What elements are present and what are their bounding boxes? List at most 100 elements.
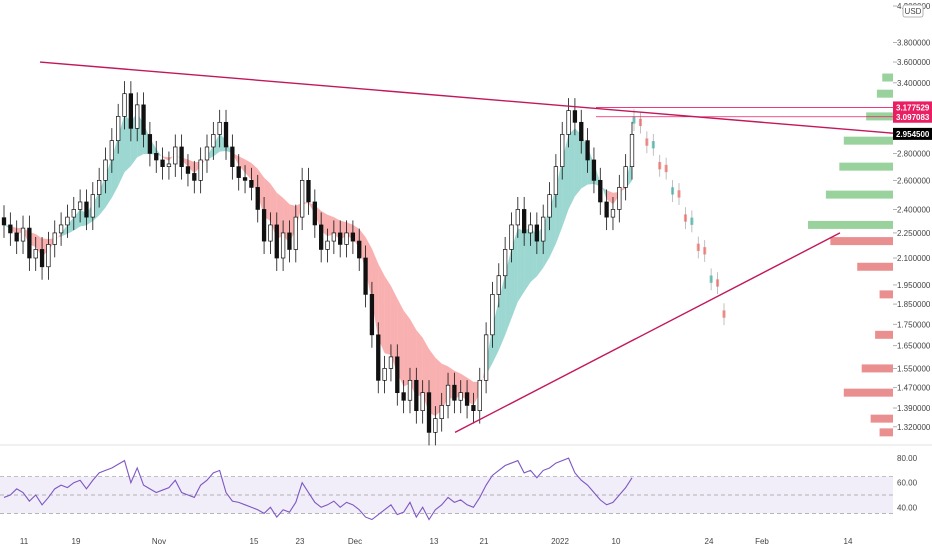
candle-body [629, 134, 635, 167]
projection-body [683, 214, 687, 222]
candle [90, 182, 95, 231]
resistance-trendline [39, 61, 894, 134]
volume-profile-bar [830, 237, 893, 246]
candle [128, 81, 134, 142]
candle [604, 189, 609, 231]
candle-body [426, 392, 432, 433]
candle-body [585, 140, 590, 161]
candle [135, 92, 140, 142]
candle [477, 367, 482, 424]
ribbon-segment [245, 159, 252, 180]
rsi-tick-label: 80.00 [897, 454, 918, 463]
candle [528, 212, 533, 246]
candle-body [8, 224, 13, 234]
candle [306, 167, 311, 215]
candle-body [293, 216, 298, 250]
date-tick-label: Nov [152, 537, 166, 546]
candle-body [610, 209, 616, 218]
price-tick-label: 2.250000 [897, 229, 931, 238]
candle [217, 109, 222, 148]
candle [579, 109, 584, 154]
candle [71, 196, 76, 231]
candle [97, 167, 102, 208]
candle [52, 220, 57, 258]
price-badge-bg [893, 110, 932, 123]
candle [319, 212, 324, 263]
ribbon-segment [568, 128, 575, 210]
candle [1, 205, 7, 238]
candle [490, 281, 495, 348]
candle-body [338, 232, 343, 245]
ribbon-segment [238, 156, 246, 173]
ribbon-segment [327, 214, 334, 237]
candle-body [541, 216, 546, 242]
candle-body [522, 209, 527, 234]
candle-body [591, 159, 597, 181]
candle [522, 196, 527, 246]
candle [496, 263, 501, 308]
ribbon-segment [213, 133, 220, 157]
candle [464, 380, 470, 419]
candle-body [471, 405, 476, 412]
candle [166, 151, 172, 180]
candle-body [420, 392, 425, 412]
candle [445, 372, 451, 419]
candle [147, 121, 153, 167]
candle [39, 236, 45, 280]
candle-body [528, 224, 533, 234]
date-tick-label: Dec [348, 537, 362, 546]
projection-body [671, 187, 675, 195]
projection-body [703, 247, 707, 255]
ribbon-segment [511, 228, 518, 319]
candle-body [103, 159, 108, 181]
price-badge-bg [893, 127, 932, 140]
candle-body [464, 392, 470, 406]
candle [338, 220, 343, 258]
candle-body [376, 334, 381, 381]
candle [198, 147, 203, 194]
candle [185, 154, 191, 187]
projection-body [709, 275, 713, 283]
ribbon-segment [606, 190, 613, 205]
candle [103, 147, 108, 194]
candle-body [135, 104, 140, 129]
candle-body [128, 93, 134, 129]
date-tick-label: 15 [250, 537, 259, 546]
ribbon-segment [574, 128, 582, 197]
candle-body [344, 232, 349, 245]
candle [388, 344, 394, 382]
candle [122, 81, 127, 130]
candle [433, 406, 438, 446]
candle-body [560, 134, 565, 167]
candle-body [357, 240, 362, 259]
candle [617, 174, 622, 223]
candle [426, 380, 432, 446]
candle-body [14, 232, 19, 242]
candle [369, 281, 375, 348]
price-axis: 4.2000003.8000003.6000003.4000002.800000… [893, 2, 931, 432]
ribbon-segment [105, 157, 112, 208]
volume-profile-bar [879, 428, 893, 437]
candle [502, 236, 508, 289]
candle [395, 344, 400, 406]
candle-body [261, 209, 267, 242]
candle-body [249, 180, 254, 188]
volume-profile-bar [843, 388, 893, 397]
candle-body [433, 418, 438, 433]
candle-body [299, 180, 305, 218]
price-tick-label: 3.600000 [897, 58, 931, 67]
candle-body [236, 166, 241, 178]
ribbon-segment [200, 156, 207, 167]
candle [534, 212, 539, 255]
volume-profile-bar [876, 89, 893, 98]
candle [58, 212, 64, 246]
candle [8, 212, 13, 246]
candle [287, 220, 292, 263]
candle [116, 103, 121, 154]
candle-body [388, 356, 394, 369]
candle-body [566, 110, 571, 135]
projection-body [645, 138, 649, 146]
projection-body [690, 217, 694, 225]
candle-body [325, 240, 330, 250]
